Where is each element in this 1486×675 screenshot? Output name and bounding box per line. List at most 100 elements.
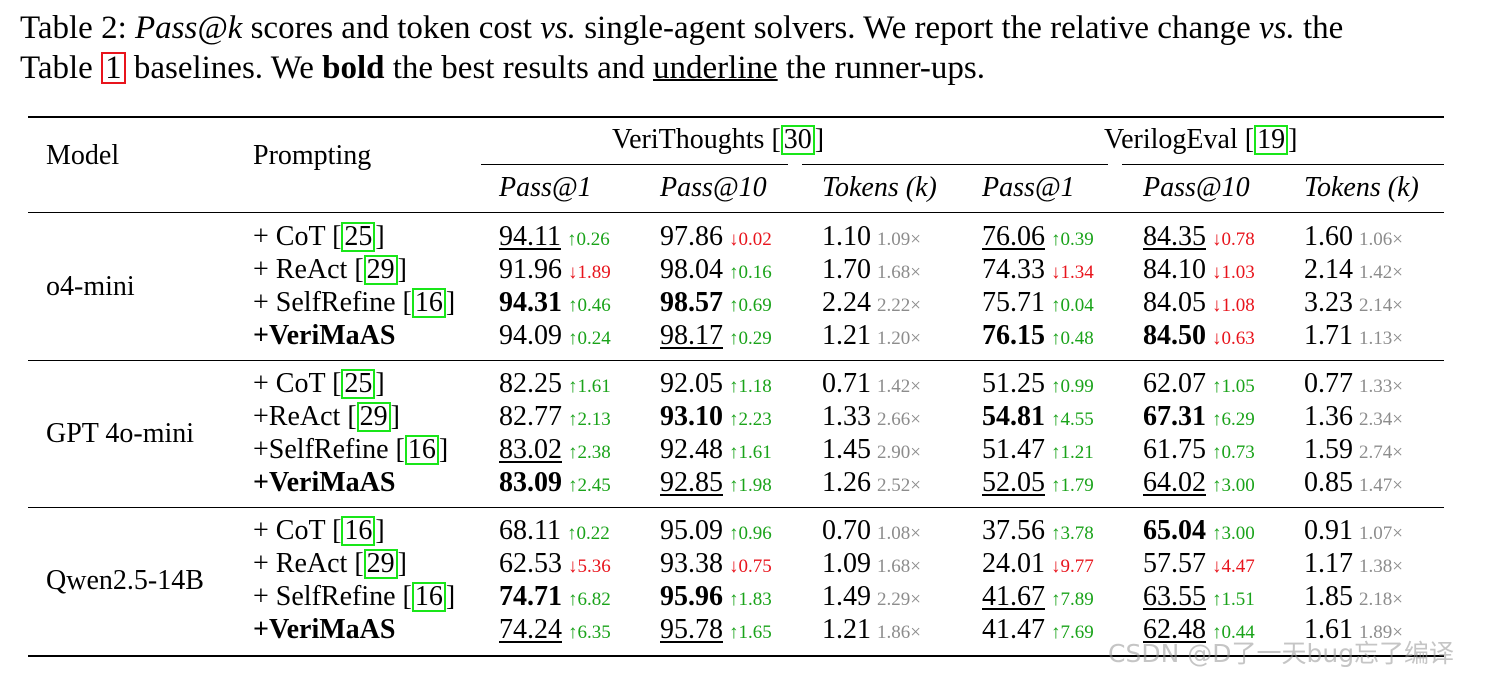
relative-change: ↓0.75 [729, 556, 772, 577]
citation-link[interactable]: 16 [411, 582, 446, 612]
cell-value: 94.31 [499, 287, 562, 318]
cell-value: 92.85 [660, 467, 723, 498]
relative-change: ↓1.03 [1212, 262, 1255, 283]
table-cell: 2.14 1.42× [1304, 254, 1403, 289]
cell-value: 98.04 [660, 254, 723, 285]
token-ratio: 1.07× [1359, 523, 1403, 544]
relative-change: ↑1.83 [729, 589, 772, 610]
table-cell: 1.61 1.89× [1304, 614, 1403, 649]
watermark: CSDN @D了一天bug忘了编译 [1108, 639, 1455, 668]
bracket: ] [375, 221, 385, 252]
citation-link[interactable]: 30 [780, 125, 815, 155]
table-cell: 1.71 1.13× [1304, 320, 1403, 355]
citation-link[interactable]: 29 [356, 402, 391, 432]
citation-link[interactable]: 25 [341, 369, 376, 399]
relative-change: ↑1.61 [568, 376, 611, 397]
column-header: Tokens (k) [822, 172, 937, 203]
cell-value: 1.21 [822, 320, 871, 351]
column-header: Pass@1 [499, 172, 592, 203]
cell-value: 64.02 [1143, 467, 1206, 498]
table-cell: 84.05 ↓1.08 [1143, 287, 1255, 322]
model-name: GPT 4o-mini [46, 417, 195, 449]
cell-value: 61.75 [1143, 434, 1206, 465]
prompting-method: + CoT [25] [253, 368, 385, 400]
cell-value: 65.04 [1143, 515, 1206, 546]
caption-text: scores and token cost [242, 10, 541, 46]
cell-value: 84.10 [1143, 254, 1206, 285]
relative-change: ↑1.21 [1051, 442, 1094, 463]
prompting-method: + ReAct [29] [253, 254, 407, 286]
citation-link[interactable]: 29 [363, 255, 398, 285]
table-cell: 1.59 2.74× [1304, 434, 1403, 469]
table-cell: 98.17 ↑0.29 [660, 320, 772, 355]
prompting-method: +VeriMaAS [253, 467, 395, 499]
cell-value: 62.53 [499, 548, 562, 579]
relative-change: ↑2.38 [568, 442, 611, 463]
table-cell: 51.47 ↑1.21 [982, 434, 1094, 469]
table-cell: 1.33 2.66× [822, 401, 921, 436]
token-ratio: 2.34× [1359, 409, 1403, 430]
cell-value: 1.26 [822, 467, 871, 498]
token-ratio: 2.90× [877, 442, 921, 463]
table-cell: 1.60 1.06× [1304, 221, 1403, 256]
cell-value: 1.70 [822, 254, 871, 285]
table-cell: 74.24 ↑6.35 [499, 614, 611, 649]
method-name: + CoT [ [253, 515, 342, 546]
top-rule [28, 116, 1444, 118]
group-separator [28, 360, 1444, 361]
relative-change: ↑0.24 [568, 328, 611, 349]
table-cell: 98.57 ↑0.69 [660, 287, 772, 322]
table-cell: 1.17 1.38× [1304, 548, 1403, 583]
header-model: Model [46, 140, 120, 171]
table-cell: 92.48 ↑1.61 [660, 434, 772, 469]
cell-value: 97.86 [660, 221, 723, 252]
header-group-verilogeval: VerilogEval [19] [1104, 124, 1298, 155]
table-cell: 97.86 ↓0.02 [660, 221, 772, 256]
prompting-method: + CoT [16] [253, 515, 385, 547]
bracket: ] [375, 515, 385, 546]
token-ratio: 1.20× [877, 328, 921, 349]
token-ratio: 1.89× [1359, 622, 1403, 643]
table-cell: 41.47 ↑7.69 [982, 614, 1094, 649]
cell-value: 82.77 [499, 401, 562, 432]
table-ref-link[interactable]: 1 [101, 52, 126, 85]
token-ratio: 1.13× [1359, 328, 1403, 349]
method-name: +VeriMaAS [253, 614, 396, 645]
citation-link[interactable]: 16 [341, 516, 376, 546]
table-cell: 92.05 ↑1.18 [660, 368, 772, 403]
relative-change: ↑0.96 [729, 523, 772, 544]
table-cell: 61.75 ↑0.73 [1143, 434, 1255, 469]
table-cell: 51.25 ↑0.99 [982, 368, 1094, 403]
citation-link[interactable]: 16 [411, 288, 446, 318]
citation-link[interactable]: 25 [341, 222, 376, 252]
relative-change: ↑0.44 [1212, 622, 1255, 643]
relative-change: ↑2.45 [568, 475, 611, 496]
column-header: Pass@10 [1143, 172, 1250, 203]
citation-link[interactable]: 16 [404, 435, 439, 465]
cell-value: 51.47 [982, 434, 1045, 465]
cell-value: 41.47 [982, 614, 1045, 645]
citation-link[interactable]: 29 [363, 549, 398, 579]
bracket: ] [375, 368, 385, 399]
bracket: ] [397, 548, 407, 579]
table-cell: 1.21 1.86× [822, 614, 921, 649]
relative-change: ↓1.08 [1212, 295, 1255, 316]
table-cell: 84.50 ↓0.63 [1143, 320, 1255, 355]
token-ratio: 1.86× [877, 622, 921, 643]
cell-value: 1.33 [822, 401, 871, 432]
token-ratio: 1.06× [1359, 229, 1403, 250]
table-cell: 84.35 ↓0.78 [1143, 221, 1255, 256]
cell-value: 54.81 [982, 401, 1045, 432]
table-cell: 68.11 ↑0.22 [499, 515, 610, 550]
relative-change: ↑4.55 [1051, 409, 1094, 430]
relative-change: ↑0.04 [1051, 295, 1094, 316]
caption-text: baselines. We [125, 50, 323, 86]
caption-metric: Pass@k [134, 10, 243, 46]
cell-value: 95.96 [660, 581, 723, 612]
bracket: ] [438, 434, 449, 465]
citation-link[interactable]: 19 [1254, 125, 1289, 155]
cell-value: 76.06 [982, 221, 1045, 252]
table-cell: 76.15 ↑0.48 [982, 320, 1094, 355]
caption-label: Table 2: [20, 10, 127, 46]
table-cell: 93.10 ↑2.23 [660, 401, 772, 436]
